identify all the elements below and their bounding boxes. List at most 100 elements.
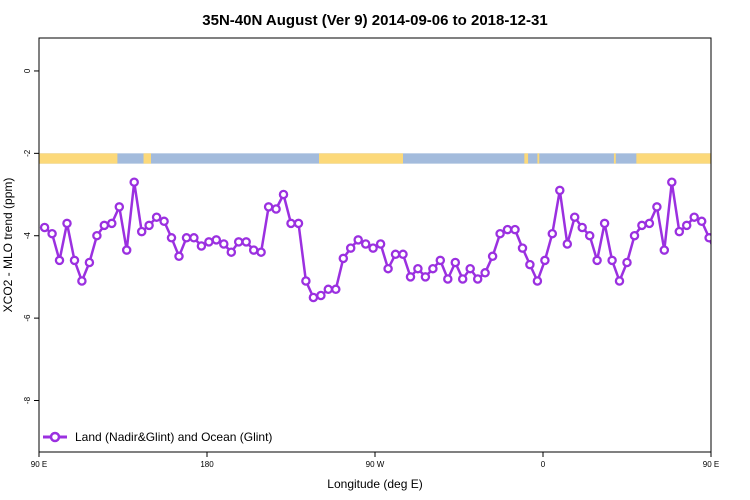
data-point — [248, 245, 259, 255]
data-point — [121, 245, 132, 255]
data-point — [443, 274, 453, 284]
data-point — [301, 276, 311, 286]
y-tick-label: -6 — [23, 314, 32, 322]
data-point — [681, 220, 692, 231]
land-segment-6 — [636, 153, 711, 164]
data-point — [278, 189, 289, 200]
data-point — [233, 237, 244, 247]
land-segment-0 — [39, 153, 118, 164]
x-tick-label: 90 E — [31, 460, 47, 469]
y-tick-label: 0 — [23, 68, 32, 73]
x-tick-label: 180 — [200, 460, 214, 469]
data-point — [689, 212, 699, 222]
data-point — [457, 274, 468, 284]
data-point — [129, 177, 139, 187]
data-point — [398, 249, 408, 260]
data-point — [293, 218, 304, 229]
x-tick-label: 90 W — [366, 460, 385, 469]
data-point — [271, 204, 281, 214]
data-point — [569, 212, 580, 222]
data-point — [540, 255, 550, 266]
chart-title: 35N-40N August (Ver 9) 2014-09-06 to 201… — [202, 12, 547, 29]
y-axis-label: XCO2 - MLO trend (ppm) — [1, 178, 15, 313]
data-point — [721, 234, 728, 241]
data-point — [204, 237, 214, 247]
land-segment-2 — [319, 153, 403, 164]
data-point — [428, 263, 438, 274]
data-point — [136, 226, 147, 237]
data-point — [510, 224, 520, 235]
data-point — [525, 259, 535, 270]
data-point — [735, 242, 742, 249]
data-point — [472, 274, 483, 284]
y-tick-label: -8 — [23, 396, 32, 404]
data-point — [166, 233, 177, 243]
data-point — [256, 247, 266, 257]
x-tick-label: 0 — [541, 460, 546, 469]
data-point — [84, 257, 95, 268]
data-point — [495, 228, 505, 239]
surface-strip — [39, 153, 711, 164]
data-point — [263, 202, 274, 212]
x-axis-label: Longitude (deg E) — [327, 477, 422, 491]
data-point — [713, 253, 720, 260]
data-point — [555, 185, 565, 196]
data-point — [674, 226, 685, 237]
data-point — [562, 239, 573, 249]
data-point — [435, 255, 446, 266]
series-layer — [39, 177, 750, 303]
data-point — [39, 222, 50, 233]
data-point — [181, 233, 192, 243]
data-point — [151, 212, 162, 222]
data-point — [420, 272, 431, 282]
data-point — [465, 263, 475, 274]
data-point — [196, 241, 207, 251]
data-point — [219, 239, 229, 249]
legend: Land (Nadir&Glint) and Ocean (Glint) — [43, 430, 272, 444]
data-point — [211, 235, 222, 245]
data-point — [54, 255, 65, 266]
data-point — [728, 234, 735, 241]
data-point — [286, 218, 296, 229]
data-point — [599, 218, 610, 229]
data-point — [114, 202, 125, 212]
data-point — [345, 243, 356, 253]
plot-area — [39, 153, 750, 303]
y-axis-ticks: 0 -2 -4 -6 -8 — [23, 68, 39, 404]
data-point — [629, 230, 640, 241]
data-point — [584, 230, 595, 241]
data-point — [338, 253, 349, 264]
data-point — [375, 239, 386, 249]
land-segment-3 — [524, 153, 529, 164]
data-point — [704, 233, 711, 243]
y-tick-label: -2 — [23, 149, 32, 157]
data-point — [99, 220, 110, 231]
data-point — [77, 276, 87, 286]
data-point — [480, 268, 490, 278]
data-point — [592, 255, 602, 266]
data-point — [47, 228, 57, 239]
data-point — [547, 228, 558, 239]
data-point — [659, 245, 670, 255]
data-point — [174, 251, 184, 262]
series-line-0 — [43, 180, 711, 299]
data-point — [517, 243, 528, 253]
data-point — [308, 292, 319, 303]
y-tick-label: -4 — [23, 232, 32, 240]
data-point — [353, 235, 363, 245]
data-point — [637, 220, 647, 231]
data-point — [607, 255, 617, 266]
data-point — [622, 257, 632, 268]
data-point — [614, 276, 625, 286]
data-point — [241, 237, 251, 247]
data-point — [652, 202, 662, 212]
land-segment-4 — [537, 153, 540, 164]
data-point — [743, 238, 750, 245]
data-point — [577, 222, 587, 233]
data-point — [487, 251, 498, 262]
legend-marker — [49, 431, 61, 443]
data-point — [316, 290, 326, 301]
data-point — [360, 239, 371, 249]
data-point — [189, 233, 199, 243]
